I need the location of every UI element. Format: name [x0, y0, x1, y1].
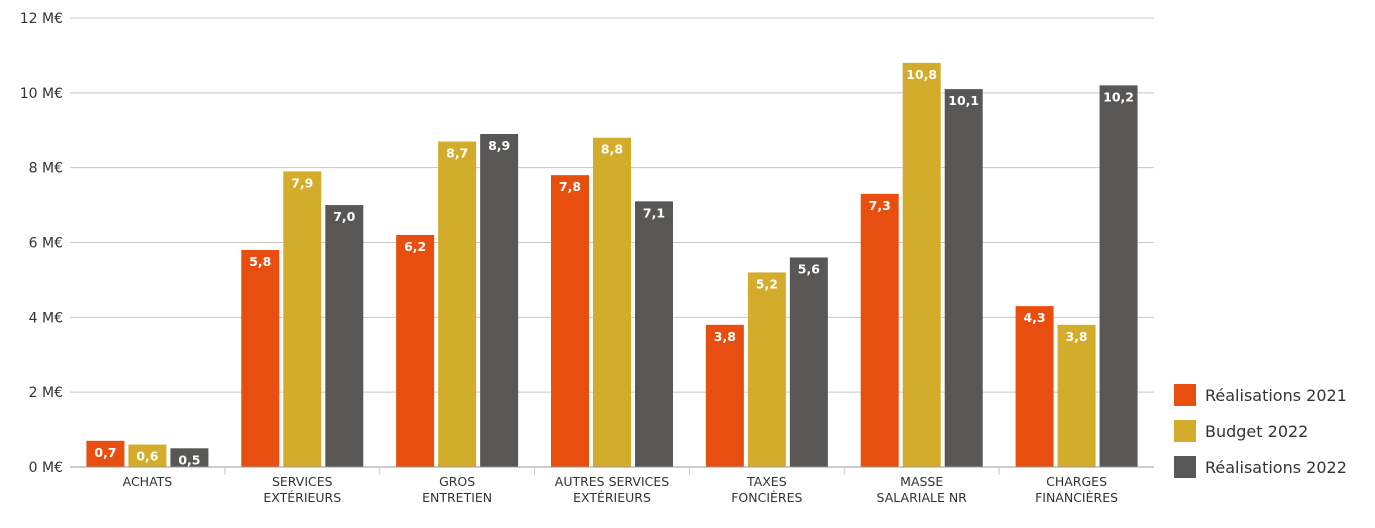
x-tick-label-line: SERVICES [272, 474, 333, 489]
bar [1057, 324, 1096, 467]
bar [396, 235, 435, 467]
y-tick-label: 12 M€ [20, 11, 63, 27]
bar [128, 444, 167, 467]
data-label: 10,8 [906, 67, 937, 82]
bar [944, 89, 983, 467]
data-label: 8,8 [601, 142, 623, 157]
x-tick-label: ACHATS [123, 474, 173, 489]
bar [325, 205, 364, 468]
y-axis-ticks: 0 M€ 2 M€ 4 M€ 6 M€ 8 M€ 10 M€ 12 M€ [20, 11, 63, 476]
bar [283, 171, 322, 468]
legend-swatch [1174, 420, 1196, 442]
legend-item-realisations-2022: Réalisations 2022 [1174, 456, 1347, 478]
data-label: 5,6 [798, 261, 820, 276]
data-label: 7,1 [643, 205, 665, 220]
data-label: 3,8 [1065, 329, 1087, 344]
x-tick-label-line: ENTRETIEN [422, 490, 492, 505]
data-label: 7,0 [333, 209, 355, 224]
x-tick-label-line: AUTRES SERVICES [555, 474, 670, 489]
legend-label: Réalisations 2021 [1205, 385, 1347, 405]
x-tick-label-line: EXTÉRIEURS [573, 490, 651, 505]
data-label: 4,3 [1023, 310, 1045, 325]
bar [480, 133, 519, 467]
data-label: 7,8 [559, 179, 581, 194]
data-label: 10,2 [1103, 89, 1134, 104]
data-label: 8,7 [446, 145, 468, 160]
legend-label: Réalisations 2022 [1205, 457, 1347, 477]
legend-item-realisations-2021: Réalisations 2021 [1174, 384, 1347, 406]
x-tick-label-line: MASSE [900, 474, 943, 489]
x-tick-label: MASSE SALARIALE NR [877, 474, 968, 505]
data-label: 0,7 [94, 445, 116, 460]
x-tick-label-line: TAXES [746, 474, 787, 489]
bar [170, 448, 209, 467]
bar [747, 272, 786, 467]
bar [86, 440, 125, 467]
bar [1099, 85, 1138, 467]
x-tick-label-line: GROS [439, 474, 475, 489]
x-tick-label: AUTRES SERVICES EXTÉRIEURS [555, 474, 670, 505]
x-tick-label: CHARGES FINANCIÈRES [1035, 474, 1118, 505]
data-label: 3,8 [714, 329, 736, 344]
data-label: 7,9 [291, 175, 313, 190]
x-tick-label-line: EXTÉRIEURS [263, 490, 341, 505]
y-tick-label: 4 M€ [29, 310, 63, 326]
data-label: 5,8 [249, 254, 271, 269]
bar [902, 62, 941, 468]
legend-swatch [1174, 456, 1196, 478]
y-tick-label: 10 M€ [20, 86, 63, 102]
y-tick-label: 0 M€ [29, 460, 63, 476]
data-label: 10,1 [948, 93, 979, 108]
data-label: 6,2 [404, 239, 426, 254]
legend: Réalisations 2021 Budget 2022 Réalisatio… [1174, 384, 1347, 492]
bar [635, 201, 673, 467]
y-tick-label: 6 M€ [29, 236, 63, 252]
legend-label: Budget 2022 [1205, 421, 1309, 441]
data-label: 8,9 [488, 138, 510, 153]
bar-series: 0,7 0,6 0,5 5,8 7,9 7,0 6,2 8,7 8,9 7,8 8,8 7,1 3,8 5… [86, 62, 1138, 468]
legend-swatch [1174, 384, 1196, 406]
data-label: 5,2 [756, 276, 778, 291]
y-tick-label: 2 M€ [29, 385, 63, 401]
x-tick-label-line: FONCIÈRES [731, 490, 802, 505]
bar [1015, 306, 1054, 467]
bar [860, 193, 899, 467]
legend-item-budget-2022: Budget 2022 [1174, 420, 1347, 442]
x-tick-label: SERVICES EXTÉRIEURS [263, 474, 341, 505]
bar [593, 137, 631, 467]
bar [438, 141, 477, 467]
y-tick-label: 8 M€ [29, 161, 63, 177]
x-tick-label-line: SALARIALE NR [877, 490, 968, 505]
data-label: 7,3 [869, 198, 891, 213]
x-tick-label-line: CHARGES [1046, 474, 1107, 489]
bar [551, 175, 589, 467]
x-tick-label: TAXES FONCIÈRES [731, 474, 802, 505]
data-label: 0,5 [178, 452, 200, 467]
bar [789, 257, 828, 467]
bar [705, 324, 744, 467]
x-tick-label-line: ACHATS [123, 474, 173, 489]
x-tick-label-line: FINANCIÈRES [1035, 490, 1118, 505]
bar [241, 249, 280, 467]
x-tick-label: GROS ENTRETIEN [422, 474, 492, 505]
data-label: 0,6 [136, 449, 158, 464]
